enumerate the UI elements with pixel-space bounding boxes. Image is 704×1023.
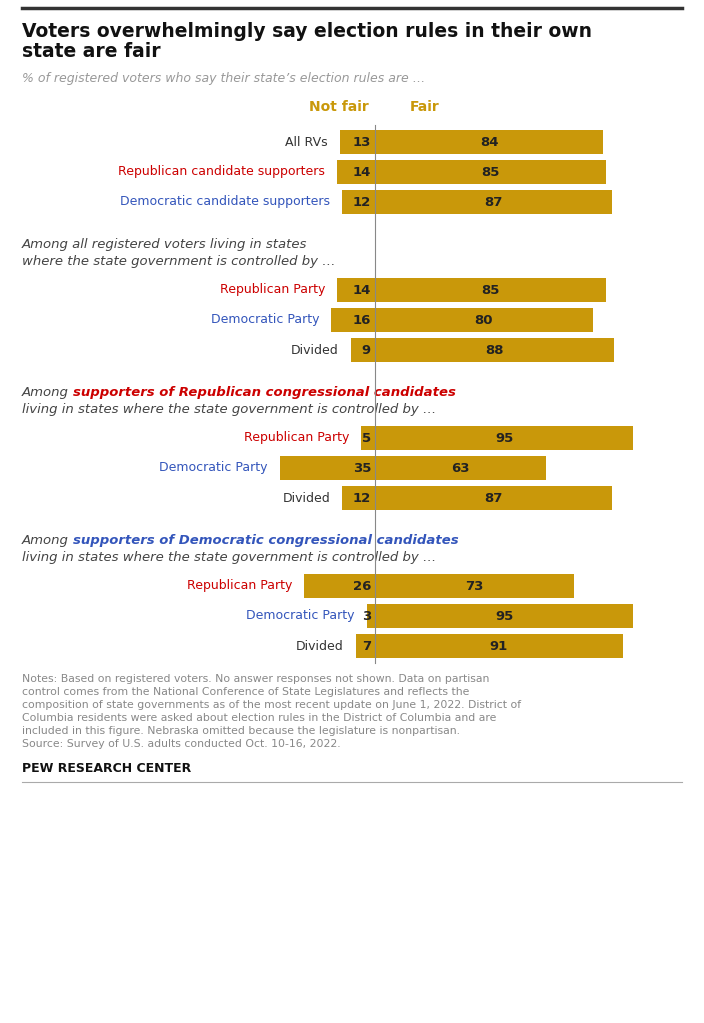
Text: Democratic Party: Democratic Party bbox=[246, 610, 355, 623]
Text: 14: 14 bbox=[353, 283, 371, 297]
Text: 95: 95 bbox=[495, 432, 513, 445]
Text: 80: 80 bbox=[474, 313, 493, 326]
Text: supporters of Democratic congressional candidates: supporters of Democratic congressional c… bbox=[73, 534, 459, 547]
Text: All RVs: All RVs bbox=[285, 135, 327, 148]
Text: 95: 95 bbox=[495, 610, 513, 623]
Text: 9: 9 bbox=[362, 344, 371, 356]
Text: living in states where the state government is controlled by …: living in states where the state governm… bbox=[22, 403, 436, 416]
Text: Source: Survey of U.S. adults conducted Oct. 10-16, 2022.: Source: Survey of U.S. adults conducted … bbox=[22, 739, 341, 749]
Text: 63: 63 bbox=[451, 461, 470, 475]
Text: 88: 88 bbox=[486, 344, 504, 356]
Text: 16: 16 bbox=[353, 313, 371, 326]
Text: Divided: Divided bbox=[296, 639, 344, 653]
Text: 35: 35 bbox=[353, 461, 371, 475]
Text: control comes from the National Conference of State Legislatures and reflects th: control comes from the National Conferen… bbox=[22, 687, 470, 697]
Bar bbox=[342, 190, 375, 214]
Text: 85: 85 bbox=[482, 283, 500, 297]
Bar bbox=[375, 604, 634, 628]
Bar bbox=[375, 426, 634, 450]
Text: 13: 13 bbox=[353, 135, 371, 148]
Text: 12: 12 bbox=[353, 491, 371, 504]
Bar bbox=[342, 486, 375, 510]
Bar bbox=[367, 604, 375, 628]
Text: 14: 14 bbox=[353, 166, 371, 178]
Bar bbox=[375, 278, 606, 302]
Bar bbox=[339, 130, 375, 154]
Bar bbox=[375, 456, 546, 480]
Bar bbox=[304, 574, 375, 598]
Text: 87: 87 bbox=[484, 491, 503, 504]
Text: Among all registered voters living in states: Among all registered voters living in st… bbox=[22, 238, 308, 251]
Text: Among: Among bbox=[22, 534, 73, 547]
Bar bbox=[375, 338, 615, 362]
Bar bbox=[361, 426, 375, 450]
Text: 12: 12 bbox=[353, 195, 371, 209]
Text: Divided: Divided bbox=[282, 491, 330, 504]
Text: Columbia residents were asked about election rules in the District of Columbia a: Columbia residents were asked about elec… bbox=[22, 713, 496, 723]
Bar bbox=[279, 456, 375, 480]
Text: Democratic candidate supporters: Democratic candidate supporters bbox=[120, 195, 330, 209]
Text: Republican Party: Republican Party bbox=[244, 432, 349, 445]
Text: Democratic Party: Democratic Party bbox=[211, 313, 320, 326]
Text: Not fair: Not fair bbox=[309, 100, 369, 114]
Text: 3: 3 bbox=[362, 610, 371, 623]
Bar bbox=[332, 308, 375, 332]
Text: % of registered voters who say their state’s election rules are …: % of registered voters who say their sta… bbox=[22, 72, 425, 85]
Text: 5: 5 bbox=[362, 432, 371, 445]
Text: Republican Party: Republican Party bbox=[187, 579, 292, 592]
Text: 85: 85 bbox=[482, 166, 500, 178]
Text: Voters overwhelmingly say election rules in their own: Voters overwhelmingly say election rules… bbox=[22, 23, 592, 41]
Text: Republican Party: Republican Party bbox=[220, 283, 325, 297]
Bar bbox=[375, 486, 612, 510]
Text: Notes: Based on registered voters. No answer responses not shown. Data on partis: Notes: Based on registered voters. No an… bbox=[22, 674, 489, 684]
Text: state are fair: state are fair bbox=[22, 42, 161, 61]
Text: 87: 87 bbox=[484, 195, 503, 209]
Bar bbox=[375, 574, 574, 598]
Bar bbox=[375, 130, 603, 154]
Text: 26: 26 bbox=[353, 579, 371, 592]
Bar bbox=[351, 338, 375, 362]
Bar bbox=[356, 634, 375, 658]
Text: Fair: Fair bbox=[410, 100, 440, 114]
Text: 91: 91 bbox=[490, 639, 508, 653]
Text: 84: 84 bbox=[480, 135, 498, 148]
Bar bbox=[375, 190, 612, 214]
Bar bbox=[375, 308, 593, 332]
Text: where the state government is controlled by …: where the state government is controlled… bbox=[22, 255, 336, 268]
Bar bbox=[375, 634, 622, 658]
Bar bbox=[337, 160, 375, 184]
Bar bbox=[375, 160, 606, 184]
Text: Divided: Divided bbox=[291, 344, 339, 356]
Text: living in states where the state government is controlled by …: living in states where the state governm… bbox=[22, 551, 436, 564]
Text: 7: 7 bbox=[362, 639, 371, 653]
Text: supporters of Republican congressional candidates: supporters of Republican congressional c… bbox=[73, 386, 456, 399]
Text: Republican candidate supporters: Republican candidate supporters bbox=[118, 166, 325, 178]
Bar bbox=[337, 278, 375, 302]
Text: composition of state governments as of the most recent update on June 1, 2022. D: composition of state governments as of t… bbox=[22, 700, 521, 710]
Text: PEW RESEARCH CENTER: PEW RESEARCH CENTER bbox=[22, 762, 191, 775]
Text: 73: 73 bbox=[465, 579, 484, 592]
Text: Democratic Party: Democratic Party bbox=[159, 461, 268, 475]
Text: included in this figure. Nebraska omitted because the legislature is nonpartisan: included in this figure. Nebraska omitte… bbox=[22, 726, 460, 736]
Text: Among: Among bbox=[22, 386, 73, 399]
